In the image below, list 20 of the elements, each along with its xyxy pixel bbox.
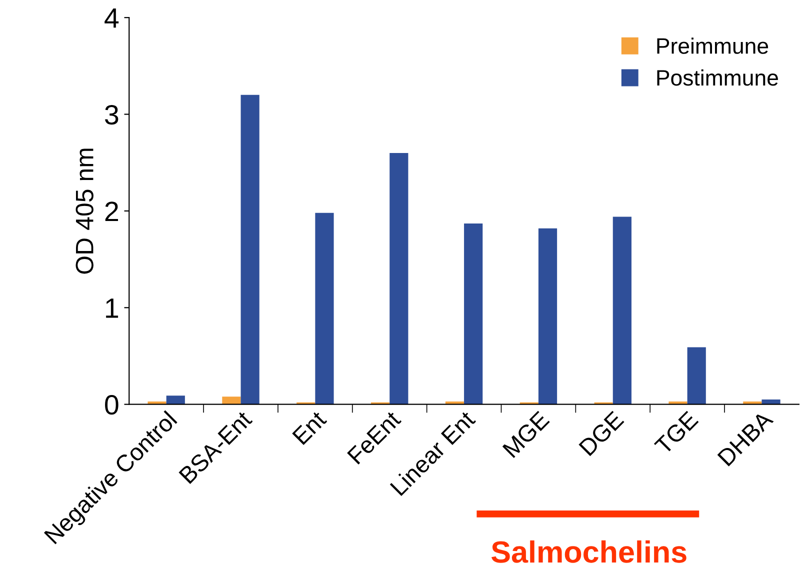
bar bbox=[464, 224, 483, 404]
bar bbox=[762, 400, 780, 404]
text: Salmochelins bbox=[492, 540, 686, 563]
bar bbox=[166, 396, 185, 404]
bar bbox=[222, 396, 241, 404]
bar bbox=[315, 212, 334, 404]
y-tick-label: 3 bbox=[105, 104, 118, 125]
y-tick-label: 2 bbox=[105, 202, 118, 222]
x-tick-label: Ent bbox=[292, 410, 328, 446]
bar bbox=[687, 347, 706, 404]
y-tick-label: 4 bbox=[104, 8, 119, 28]
y-tick-label: 1 bbox=[106, 298, 118, 318]
bar bbox=[538, 228, 558, 404]
y-axis-title: OD 405 nm bbox=[76, 148, 94, 274]
bar bbox=[390, 152, 408, 404]
y-tick-label: 0 bbox=[105, 395, 118, 415]
legend-label: Postimmune bbox=[657, 69, 778, 86]
bar bbox=[612, 216, 632, 404]
legend-label: Preimmune bbox=[657, 38, 768, 54]
bar bbox=[240, 94, 260, 404]
